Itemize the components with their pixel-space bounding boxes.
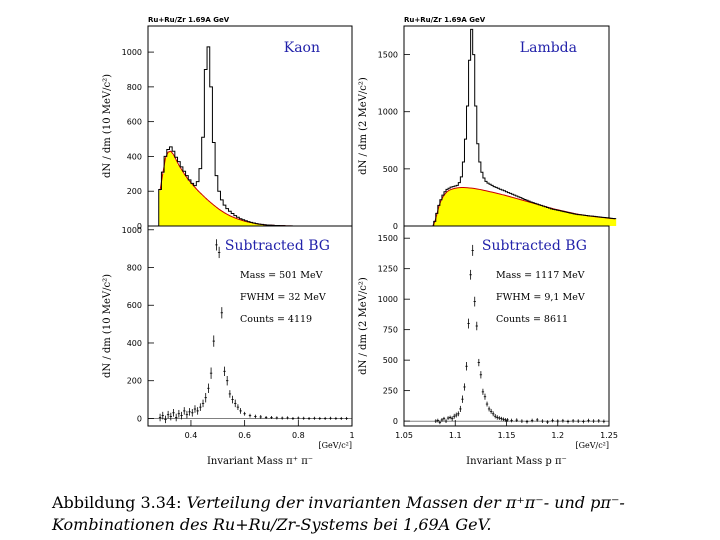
lambda-top-ylabel: dN / dm (2 MeV/c²)	[358, 77, 369, 175]
lambda-bottom-ytick-label: 500	[383, 356, 398, 365]
lambda-bottom-ytick-label: 0	[393, 417, 398, 426]
kaon-bottom-panel: 0 200 400 600 800 1000 dN / dm (10 MeV/c²) Subt…	[102, 225, 355, 467]
kaon-bottom-ytick-label: 0	[137, 414, 142, 423]
lambda-bottom-counts: Counts = 8611	[496, 314, 568, 325]
kaon-top-title: Kaon	[284, 40, 320, 56]
kaon-bottom-xtick-label: 0.4	[185, 431, 198, 440]
lambda-bottom-mass: Mass = 1117 MeV	[496, 270, 585, 281]
lambda-bottom-panel: 0 250 500 750 1000 1250 1500 dN / dm (2 MeV/c²)…	[358, 225, 618, 467]
kaon-top-ytick-label: 200	[127, 187, 142, 196]
kaon-bottom-xtick-label: 0.6	[238, 431, 251, 440]
lambda-bottom-xlabel: Invariant Mass p π⁻	[466, 456, 567, 467]
kaon-bottom-ylabel: dN / dm (10 MeV/c²)	[102, 274, 113, 378]
kaon-top-ylabel: dN / dm (10 MeV/c²)	[102, 74, 113, 178]
lambda-bottom-xtick-label: 1.05	[395, 431, 413, 440]
figure-caption: Abbildung 3.34: Verteilung der invariant…	[52, 492, 672, 536]
kaon-bottom-x-unit: [GeV/c²]	[318, 441, 352, 450]
kaon-top-ytick-label: 1000	[122, 48, 142, 57]
lambda-top-ytick-label: 500	[383, 165, 398, 174]
lambda-bottom-ytick-label: 1000	[378, 295, 398, 304]
caption-text: Verteilung der invarianten Massen der π⁺…	[52, 493, 625, 534]
lambda-bottom-xtick-label: 1.1	[449, 431, 462, 440]
lambda-top-ytick-label: 0	[393, 222, 398, 231]
kaon-top-ytick-label: 400	[127, 152, 142, 161]
kaon-bottom-mass: Mass = 501 MeV	[240, 270, 323, 281]
lambda-top-background-fill	[431, 187, 617, 226]
kaon-bottom-xlabel: Invariant Mass π⁺ π⁻	[207, 456, 313, 467]
lambda-bottom-xtick-label: 1.25	[600, 431, 618, 440]
kaon-bottom-counts: Counts = 4119	[240, 314, 312, 325]
lambda-top-panel: 0 500 1000 1500 dN / dm (2 MeV/c²) Ru+Ru/Zr 1…	[358, 16, 617, 231]
kaon-bottom-title: Subtracted BG	[225, 238, 330, 254]
kaon-top-background-fill	[158, 151, 293, 226]
lambda-bottom-ytick-label: 250	[383, 387, 398, 396]
lambda-top-ytick-label: 1500	[378, 51, 398, 60]
lambda-bottom-title: Subtracted BG	[482, 238, 587, 254]
kaon-bottom-ytick-label: 400	[127, 339, 142, 348]
kaon-bottom-ytick-label: 1000	[122, 226, 142, 235]
lambda-top-ytick-label: 1000	[378, 108, 398, 117]
lambda-bottom-fwhm: FWHM = 9,1 MeV	[496, 292, 585, 303]
kaon-top-ytick-label: 0	[137, 222, 142, 231]
lambda-bottom-xtick-label: 1.2	[551, 431, 564, 440]
lambda-bottom-ytick-label: 1250	[378, 265, 398, 274]
lambda-top-signal-hist	[431, 28, 617, 227]
lambda-bottom-xtick-label: 1.15	[498, 431, 516, 440]
kaon-top-panel: 0 200 400 600 800 1000 dN / dm (10 MeV/c²) Ru+R…	[102, 16, 353, 231]
lambda-top-run-label: Ru+Ru/Zr 1.69A GeV	[404, 16, 486, 24]
kaon-bottom-frame	[147, 225, 353, 427]
kaon-top-run-label: Ru+Ru/Zr 1.69A GeV	[148, 16, 230, 24]
kaon-bottom-ytick-label: 200	[127, 377, 142, 386]
lambda-bottom-ylabel: dN / dm (2 MeV/c²)	[358, 277, 369, 375]
caption-label: Abbildung 3.34:	[52, 493, 182, 512]
lambda-top-title: Lambda	[520, 40, 577, 56]
kaon-bottom-fwhm: FWHM = 32 MeV	[240, 292, 326, 303]
lambda-bottom-ytick-label: 750	[383, 326, 398, 335]
kaon-bottom-ytick-label: 600	[127, 301, 142, 310]
kaon-top-ytick-label: 800	[127, 83, 142, 92]
kaon-top-ytick-label: 600	[127, 118, 142, 127]
lambda-bottom-frame	[403, 225, 610, 427]
kaon-bottom-xtick-label: 1	[349, 431, 354, 440]
kaon-bottom-ytick-label: 800	[127, 264, 142, 273]
lambda-bottom-ytick-label: 1500	[378, 234, 398, 243]
kaon-top-signal-hist	[158, 46, 293, 227]
lambda-bottom-x-unit: [GeV/c²]	[575, 441, 609, 450]
kaon-bottom-xtick-label: 0.8	[292, 431, 305, 440]
